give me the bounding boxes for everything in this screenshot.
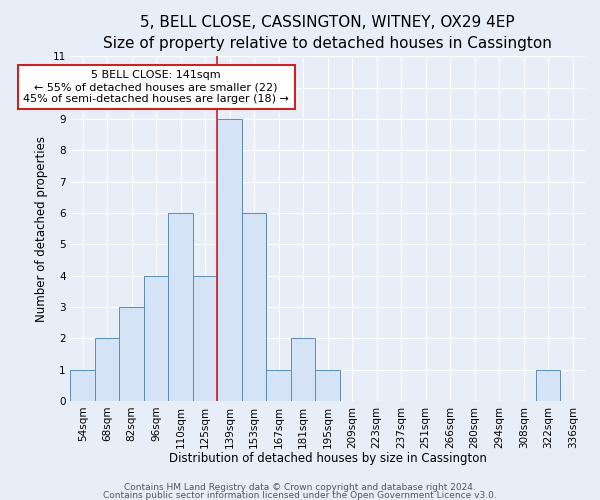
Bar: [291, 338, 316, 401]
Bar: [70, 370, 95, 401]
Bar: [536, 370, 560, 401]
Bar: [95, 338, 119, 401]
Text: Contains public sector information licensed under the Open Government Licence v3: Contains public sector information licen…: [103, 490, 497, 500]
Bar: [144, 276, 169, 401]
Text: 5 BELL CLOSE: 141sqm
← 55% of detached houses are smaller (22)
45% of semi-detac: 5 BELL CLOSE: 141sqm ← 55% of detached h…: [23, 70, 289, 104]
Bar: [242, 213, 266, 401]
X-axis label: Distribution of detached houses by size in Cassington: Distribution of detached houses by size …: [169, 452, 487, 465]
Y-axis label: Number of detached properties: Number of detached properties: [35, 136, 48, 322]
Bar: [119, 307, 144, 401]
Bar: [316, 370, 340, 401]
Bar: [266, 370, 291, 401]
Bar: [217, 119, 242, 401]
Title: 5, BELL CLOSE, CASSINGTON, WITNEY, OX29 4EP
Size of property relative to detache: 5, BELL CLOSE, CASSINGTON, WITNEY, OX29 …: [103, 15, 552, 51]
Text: Contains HM Land Registry data © Crown copyright and database right 2024.: Contains HM Land Registry data © Crown c…: [124, 483, 476, 492]
Bar: [193, 276, 217, 401]
Bar: [169, 213, 193, 401]
